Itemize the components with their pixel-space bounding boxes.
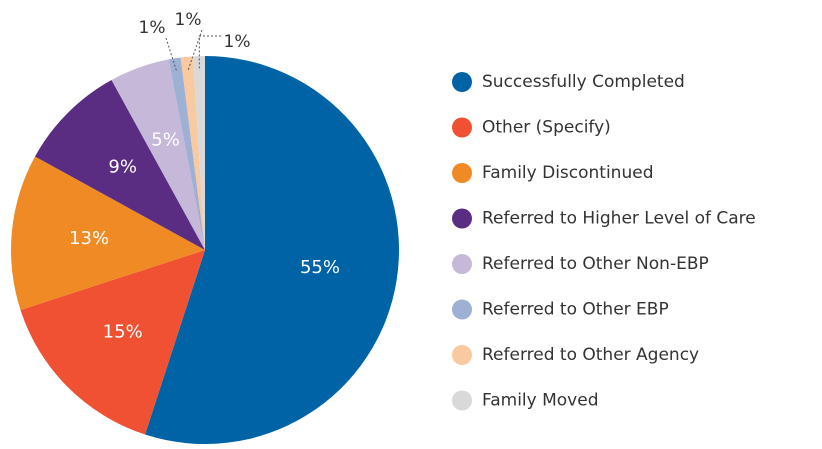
legend-marker xyxy=(452,390,472,411)
pie-slice xyxy=(20,250,205,435)
legend-marker xyxy=(452,72,472,92)
legend-text: Referred to Other Agency xyxy=(482,345,699,365)
slice-label: 13% xyxy=(69,228,109,249)
pie-slice xyxy=(34,79,205,250)
legend-marker xyxy=(452,254,472,274)
legend-marker xyxy=(452,345,472,365)
slice-label: 55% xyxy=(300,257,340,278)
pie-slice xyxy=(111,59,205,250)
out-label: 1% xyxy=(224,32,251,52)
pie-slice xyxy=(180,56,205,251)
legend-marker xyxy=(452,299,472,320)
slice-label: 9% xyxy=(108,157,137,178)
legend-text: Referred to Higher Level of Care xyxy=(482,209,756,229)
leader-line xyxy=(198,35,221,70)
out-label: 1% xyxy=(139,18,166,38)
pie-slice xyxy=(145,56,400,445)
leader-line xyxy=(165,37,178,72)
legend-text: Referred to Other Non-EBP xyxy=(482,254,709,274)
pie-slice xyxy=(11,156,206,310)
pie-slice xyxy=(192,56,205,250)
leader-line xyxy=(187,29,203,71)
legend-marker xyxy=(452,117,472,138)
legend-marker xyxy=(452,163,472,183)
legend-marker xyxy=(452,208,472,229)
legend-text: Other (Specify) xyxy=(482,118,611,138)
legend-text: Successfully Completed xyxy=(482,72,685,92)
slice-label: 15% xyxy=(103,321,143,342)
legend-text: Family Moved xyxy=(482,391,599,411)
pie-slice xyxy=(168,57,205,250)
slice-label: 5% xyxy=(151,129,180,150)
legend-text: Family Discontinued xyxy=(482,163,654,183)
legend-text: Referred to Other EBP xyxy=(482,300,669,320)
out-label: 1% xyxy=(175,10,202,30)
